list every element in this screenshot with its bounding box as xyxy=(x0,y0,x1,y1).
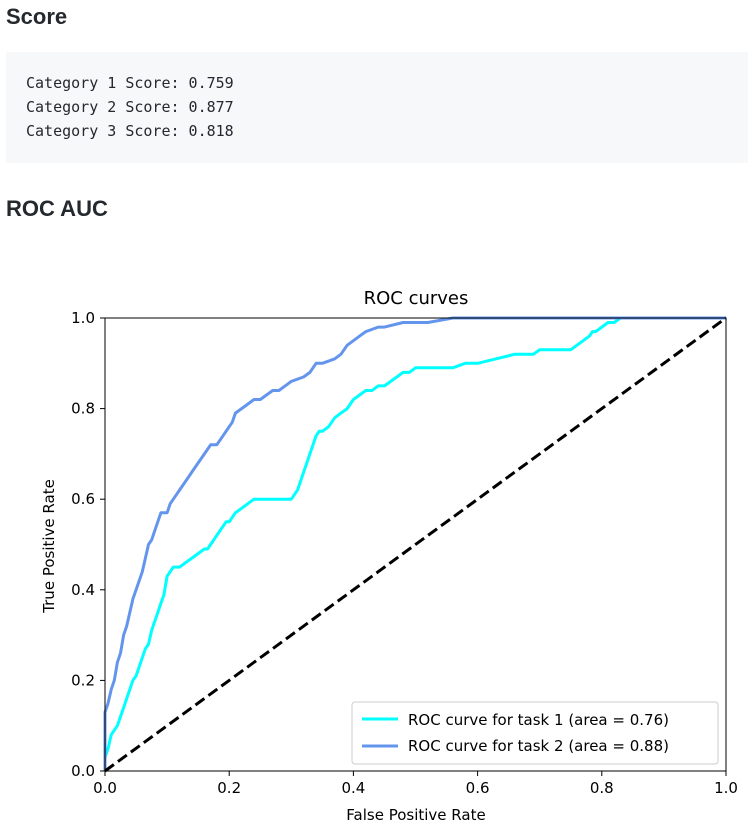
y-axis-label: True Positive Rate xyxy=(40,479,58,614)
score-line-category-2: Category 2 Score: 0.877 xyxy=(26,98,234,116)
x-tick-label: 0.2 xyxy=(217,779,241,797)
y-tick-label: 1.0 xyxy=(71,309,95,327)
legend-label-task-2: ROC curve for task 2 (area = 0.88) xyxy=(408,737,669,755)
axis-ticks: 0.0 0.2 0.4 0.6 0.8 1.0 0.0 0.2 0.4 0.6 0.8 1.0 xyxy=(71,309,738,797)
plot-lines xyxy=(103,316,727,773)
score-line-category-1: Category 1 Score: 0.759 xyxy=(26,74,234,92)
chance-diagonal-line xyxy=(104,316,727,773)
y-tick-label: 0.6 xyxy=(71,490,95,508)
score-output-block: Category 1 Score: 0.759 Category 2 Score:… xyxy=(6,52,748,163)
chart-title: ROC curves xyxy=(364,288,469,309)
x-tick-label: 0.6 xyxy=(466,779,490,797)
roc-curve-task-2 xyxy=(103,316,726,771)
y-tick-label: 0.4 xyxy=(71,581,95,599)
legend-box xyxy=(351,701,719,765)
score-heading: Score xyxy=(6,4,68,29)
x-tick-label: 0.0 xyxy=(93,779,117,797)
legend: ROC curve for task 1 (area = 0.76) ROC c… xyxy=(351,701,719,765)
score-line-category-3: Category 3 Score: 0.818 xyxy=(26,122,234,140)
roc-chart-svg: ROC curves False Positive Rate True Posi… xyxy=(40,288,738,824)
y-tick-label: 0.0 xyxy=(71,762,95,780)
x-tick-label: 0.8 xyxy=(590,779,614,797)
y-tick-label: 0.8 xyxy=(71,400,95,418)
legend-label-task-1: ROC curve for task 1 (area = 0.76) xyxy=(408,711,669,729)
roc-chart: ROC curves False Positive Rate True Posi… xyxy=(0,270,748,827)
x-axis-label: False Positive Rate xyxy=(346,806,485,824)
roc-auc-heading: ROC AUC xyxy=(6,196,108,221)
x-tick-label: 0.4 xyxy=(341,779,365,797)
y-tick-label: 0.2 xyxy=(71,671,95,689)
roc-curve-task-1 xyxy=(103,316,726,771)
plot-frame xyxy=(104,317,727,772)
x-tick-label: 1.0 xyxy=(714,779,738,797)
